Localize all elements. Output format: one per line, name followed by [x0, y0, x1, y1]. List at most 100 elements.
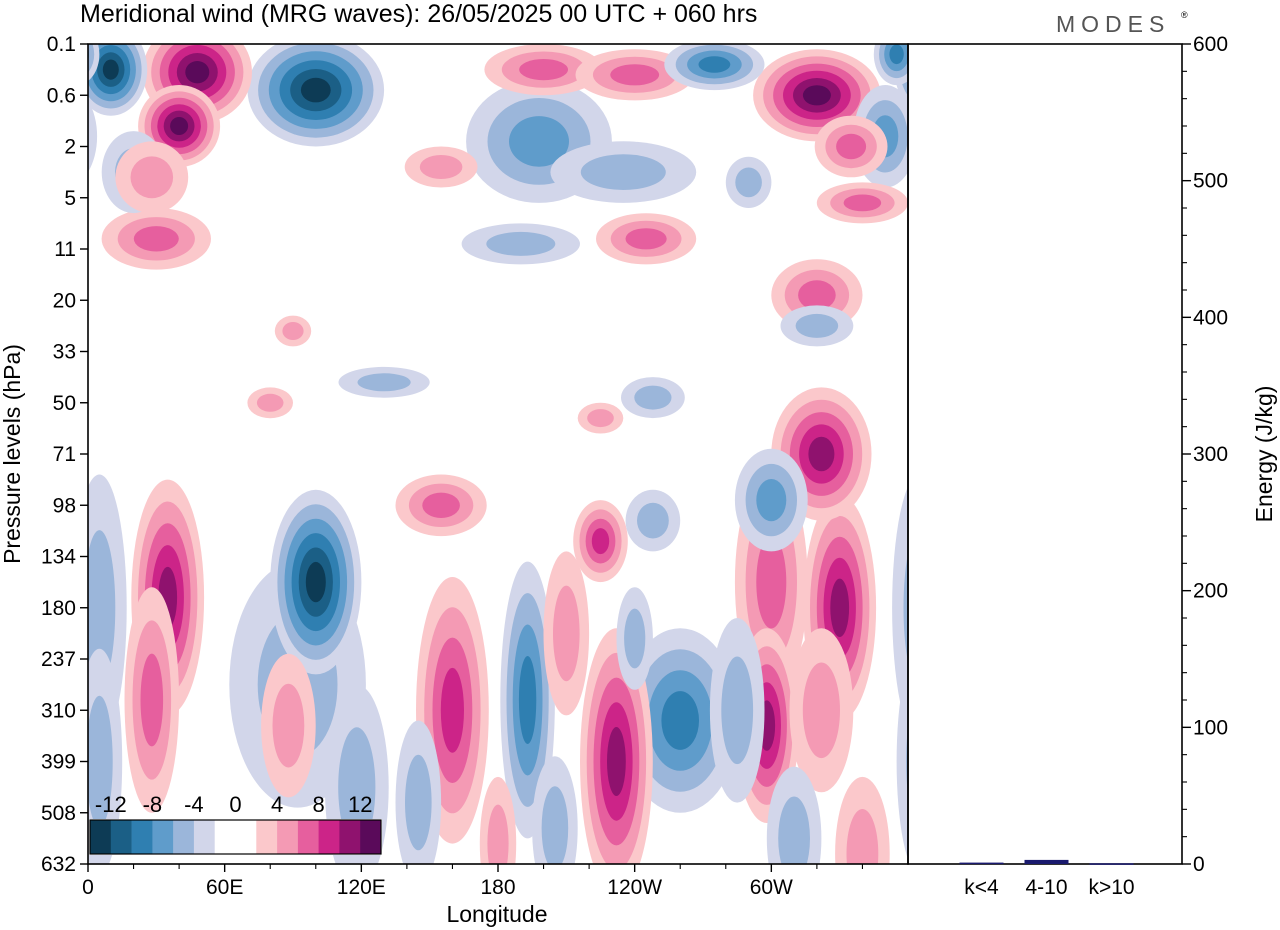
- negative-wind-contour: [721, 656, 754, 765]
- energy-bars: k<4 4-10 k>10: [959, 859, 1135, 899]
- positive-wind-contour: [591, 528, 610, 555]
- negative-wind-contour: [88, 530, 116, 686]
- pressure-tick-label: 50: [53, 392, 76, 415]
- positive-wind-contour: [607, 727, 626, 796]
- colorbar-swatch: [152, 820, 174, 854]
- negative-wind-contour: [88, 44, 95, 73]
- energy-panel-frame: [907, 43, 1183, 865]
- pressure-tick-label: 632: [41, 853, 76, 876]
- energy-tick-label: 100: [1193, 716, 1228, 739]
- negative-wind-contour: [906, 727, 908, 796]
- colorbar-swatch: [297, 820, 319, 854]
- pressure-axis: 0.1 0.6 2 5 11 20 33 50 71 98 134 180 237 310 399 508 63…: [41, 33, 88, 876]
- energy-category-label: k>10: [1088, 876, 1134, 899]
- longitude-tick-label: 180: [480, 876, 515, 899]
- positive-wind-contour: [419, 155, 463, 179]
- energy-bar: [959, 862, 1004, 865]
- chart-title: Meridional wind (MRG waves): 26/05/2025 …: [80, 0, 757, 28]
- negative-wind-contour: [911, 45, 950, 94]
- energy-tick-label: 600: [1193, 33, 1228, 56]
- negative-wind-contour: [778, 796, 810, 864]
- positive-wind-contour: [798, 280, 836, 310]
- positive-wind-contour: [553, 585, 580, 682]
- pressure-tick-label: 237: [41, 648, 76, 671]
- negative-wind-contour: [900, 44, 908, 96]
- colorbar-swatch: [214, 820, 236, 854]
- negative-wind-contour: [923, 60, 939, 80]
- positive-wind-contour: [170, 117, 189, 135]
- negative-wind-contour: [624, 608, 646, 669]
- negative-wind-contour: [102, 59, 119, 80]
- colorbar-label: 8: [312, 792, 324, 817]
- negative-wind-contour: [580, 154, 666, 191]
- negative-wind-contour: [795, 313, 839, 338]
- colorbar-swatch: [90, 820, 112, 854]
- colorbar-swatch: [277, 820, 299, 854]
- colorbar-frame: [89, 819, 382, 855]
- negative-wind-contour: [88, 100, 98, 173]
- energy-bar: [1024, 859, 1069, 864]
- energy-category-label: k<4: [964, 876, 999, 899]
- energy-tick-label: 300: [1193, 443, 1228, 466]
- negative-wind-contour: [661, 691, 699, 750]
- energy-bar: [1089, 863, 1134, 865]
- positive-wind-contour: [610, 64, 660, 86]
- pressure-tick-label: 98: [53, 494, 76, 517]
- positive-wind-contour: [846, 809, 879, 864]
- colorbar-swatch: [110, 820, 132, 854]
- positive-wind-contour: [587, 409, 614, 428]
- colorbar-swatch: [256, 820, 278, 854]
- colorbar-swatch: [318, 820, 340, 854]
- positive-wind-contour: [836, 133, 867, 160]
- positive-wind-contour: [802, 85, 831, 106]
- energy-tick-label: 400: [1193, 306, 1228, 329]
- negative-wind-contour: [903, 553, 908, 662]
- pressure-tick-label: 0.1: [47, 33, 76, 56]
- positive-wind-contour: [487, 804, 509, 864]
- energy-tick-label: 200: [1193, 580, 1228, 603]
- colorbar-label: 0: [229, 792, 241, 817]
- negative-wind-contour: [405, 754, 432, 851]
- negative-wind-contour: [88, 695, 113, 828]
- modes-logo: MODES: [1056, 11, 1170, 37]
- negative-wind-contour: [486, 231, 556, 256]
- negative-wind-contour: [756, 479, 787, 522]
- pressure-tick-label: 11: [54, 238, 76, 261]
- negative-wind-contour: [735, 167, 762, 198]
- pressure-tick-label: 71: [53, 443, 76, 466]
- energy-category-label: 4-10: [1025, 876, 1067, 899]
- positive-wind-contour: [519, 59, 568, 81]
- negative-wind-contour: [634, 385, 672, 410]
- negative-wind-contour: [905, 56, 908, 83]
- positive-wind-contour: [422, 492, 460, 518]
- negative-wind-contour: [338, 727, 376, 847]
- negative-wind-contour: [637, 502, 669, 539]
- colorbar-swatch: [339, 820, 361, 854]
- longitude-axis: 0 60E 120E 180 120W 60W: [82, 864, 863, 899]
- positive-wind-contour: [802, 662, 841, 759]
- logo-registered-mark: ®: [1181, 10, 1188, 20]
- pressure-tick-label: 310: [41, 699, 76, 722]
- heatmap-plot-area: [88, 44, 950, 864]
- colorbar-swatch: [235, 820, 257, 854]
- pressure-tick-label: 180: [41, 597, 76, 620]
- energy-tick-label: 500: [1193, 170, 1228, 193]
- positive-wind-contour: [830, 578, 850, 637]
- negative-wind-contour: [889, 44, 904, 65]
- colorbar-swatch: [173, 820, 195, 854]
- negative-wind-contour: [357, 373, 411, 392]
- positive-wind-contour: [843, 194, 882, 212]
- energy-axis: 0 100 200 300 400 500 600: [1182, 33, 1228, 876]
- y-axis-label: Pressure levels (hPa): [0, 344, 25, 564]
- negative-wind-contour: [518, 656, 537, 744]
- positive-wind-contour: [625, 228, 667, 250]
- positive-wind-contour: [256, 393, 284, 412]
- positive-wind-contour: [440, 667, 464, 753]
- negative-wind-contour: [917, 52, 944, 87]
- pressure-tick-label: 399: [41, 751, 76, 774]
- negative-wind-contour: [509, 116, 569, 167]
- pressure-tick-label: 0.6: [47, 84, 76, 107]
- negative-wind-contour: [892, 486, 908, 729]
- pressure-tick-label: 2: [64, 136, 76, 159]
